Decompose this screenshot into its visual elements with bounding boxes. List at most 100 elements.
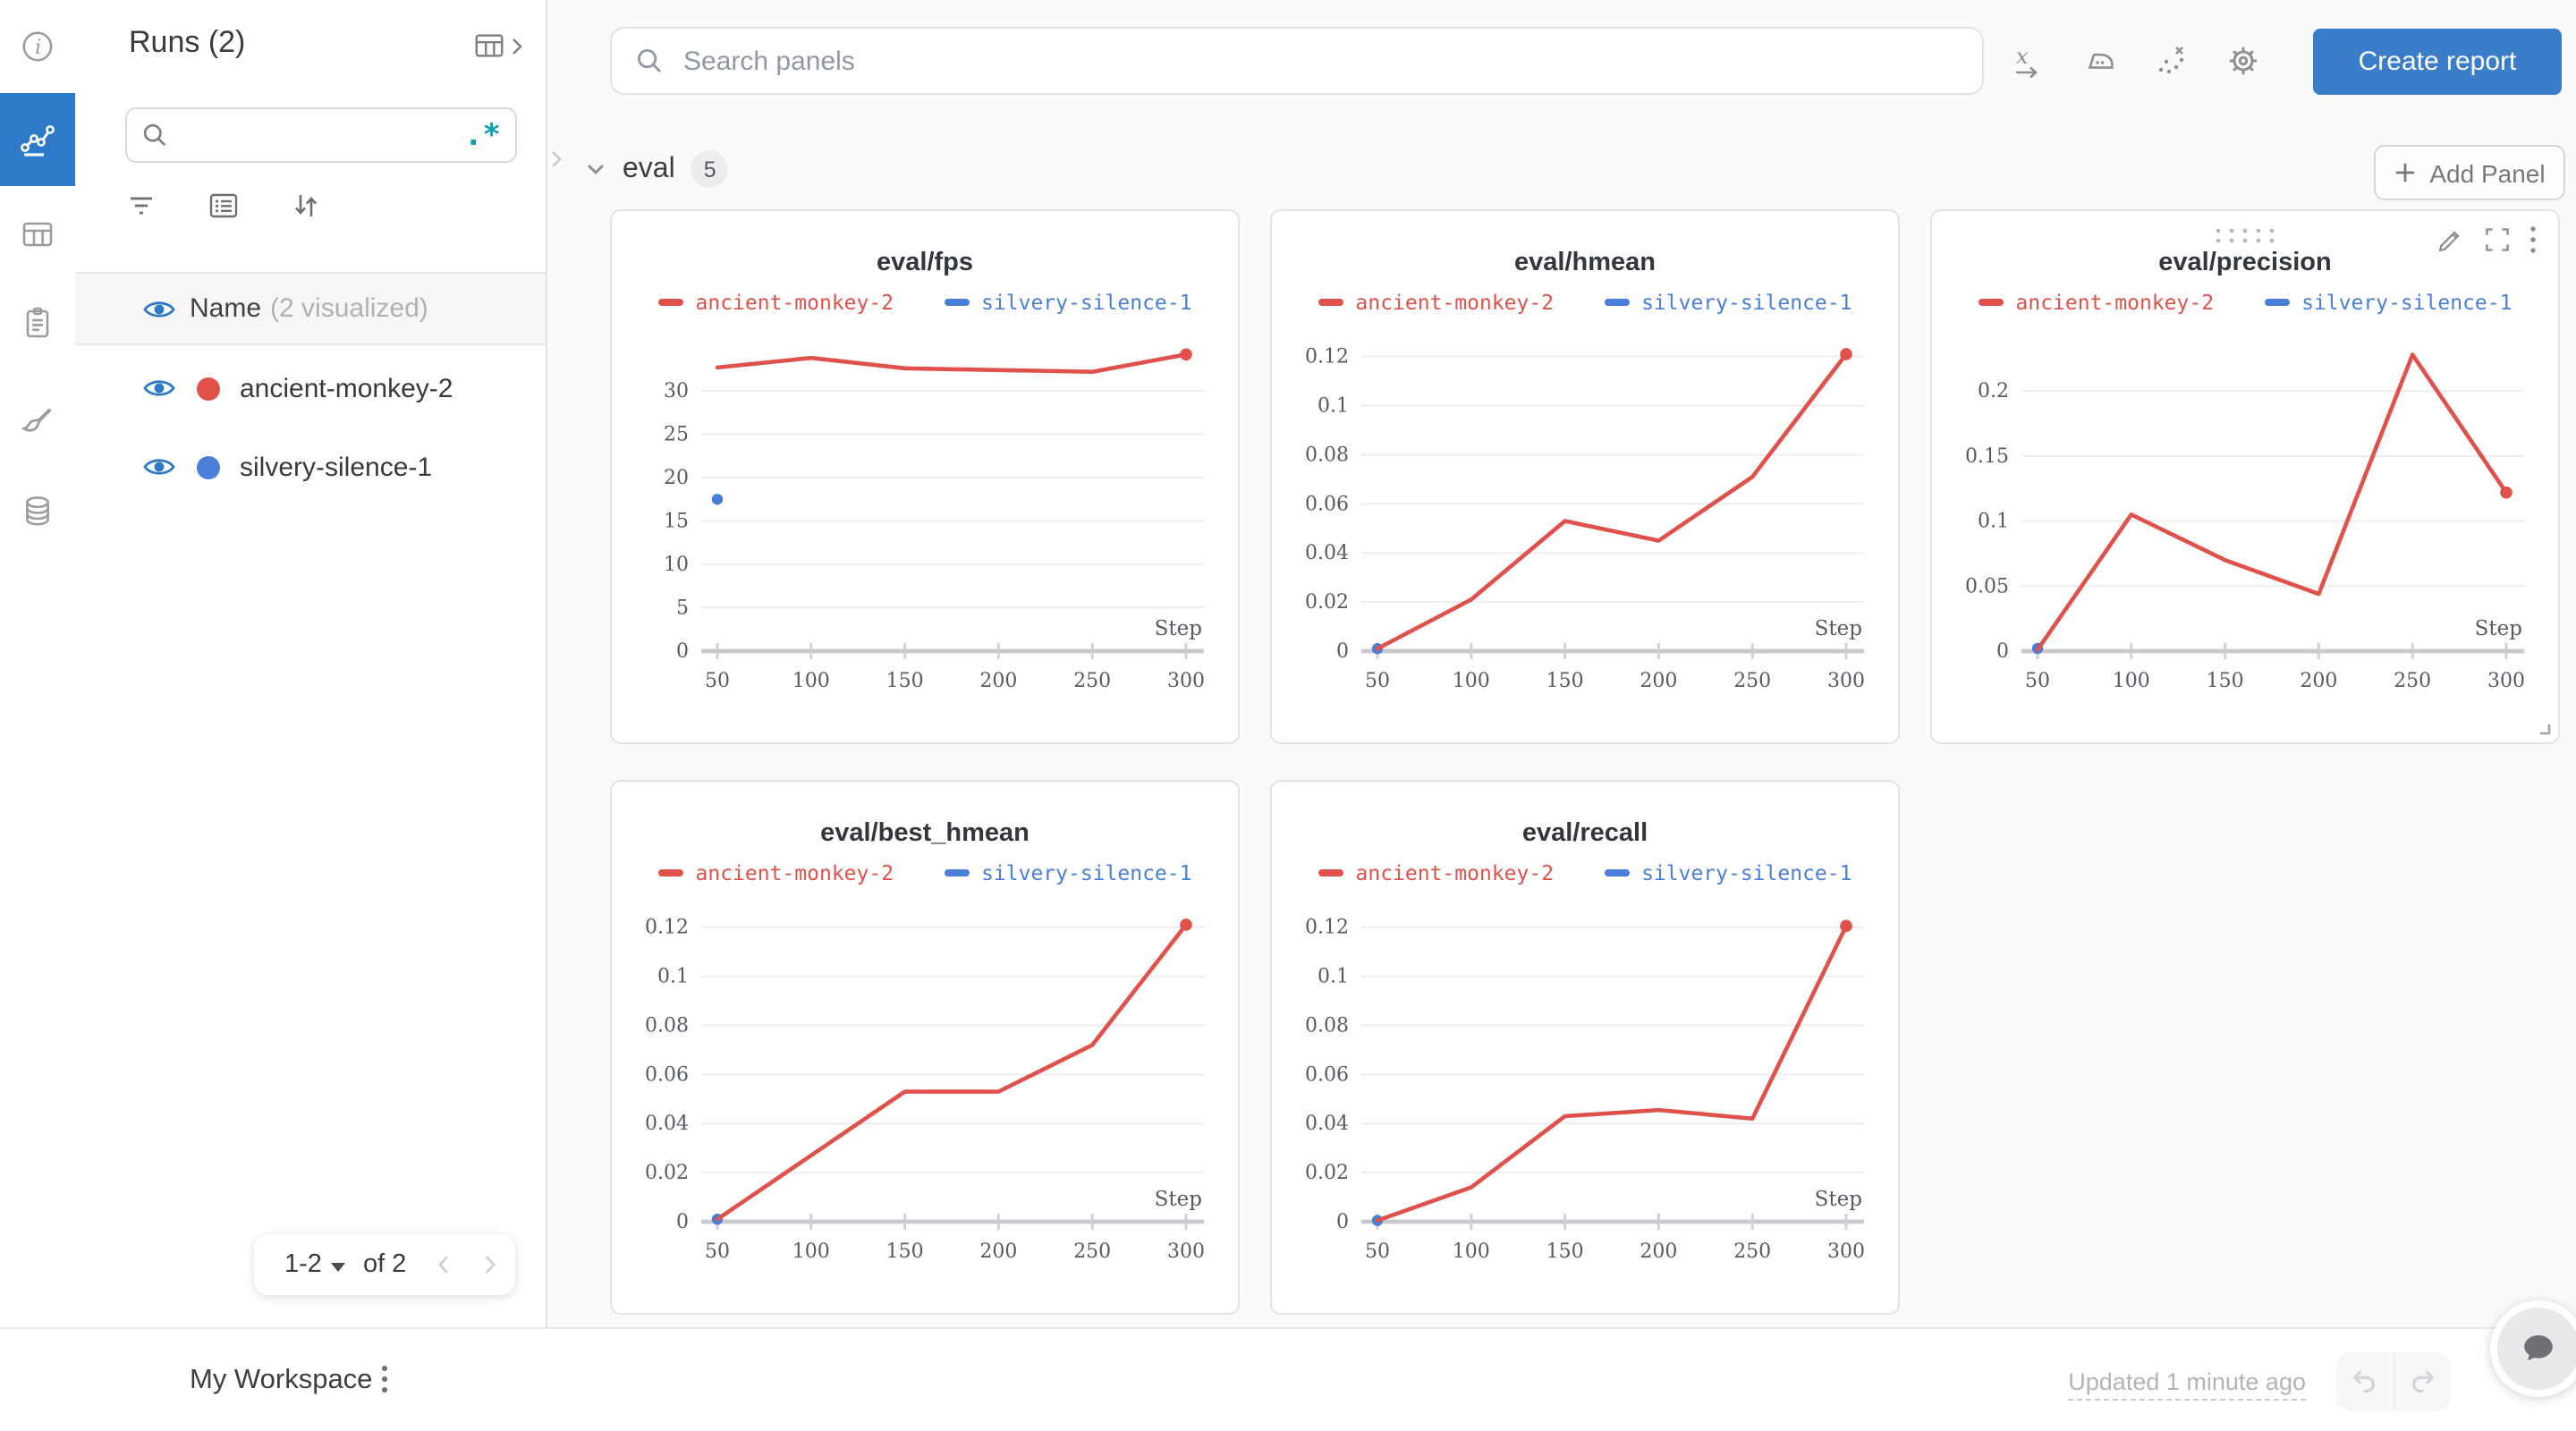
svg-text:5: 5 xyxy=(676,597,689,620)
run-color-dot xyxy=(197,455,220,478)
svg-text:15: 15 xyxy=(664,511,689,533)
chart-legend: ancient-monkey-2 silvery-silence-1 xyxy=(1272,290,1898,315)
workspace-title: My Workspace xyxy=(190,1365,373,1395)
chart-legend: ancient-monkey-2 silvery-silence-1 xyxy=(1272,860,1898,885)
legend-label: ancient-monkey-2 xyxy=(695,860,894,885)
svg-text:0.12: 0.12 xyxy=(645,917,689,939)
svg-text:0.08: 0.08 xyxy=(1305,1014,1349,1037)
svg-text:50: 50 xyxy=(2025,670,2050,692)
panel-search-input[interactable] xyxy=(680,44,1959,78)
svg-text:200: 200 xyxy=(979,1240,1017,1263)
redo-icon xyxy=(2411,1371,2434,1393)
legend-dash xyxy=(944,869,970,876)
next-page-icon[interactable] xyxy=(481,1252,499,1277)
legend-dash xyxy=(1604,869,1630,876)
run-row-silvery-silence-1[interactable]: silvery-silence-1 xyxy=(75,428,546,506)
add-panel-label: Add Panel xyxy=(2429,158,2546,187)
svg-text:150: 150 xyxy=(1546,1240,1584,1263)
svg-text:100: 100 xyxy=(1453,670,1490,692)
create-report-button[interactable]: Create report xyxy=(2313,29,2562,95)
database-icon[interactable] xyxy=(20,494,55,529)
run-name[interactable]: ancient-monkey-2 xyxy=(240,373,453,403)
workspace-menu-kebab-icon[interactable] xyxy=(379,1363,390,1395)
svg-text:0.04: 0.04 xyxy=(645,1113,689,1135)
settings-gear-icon[interactable] xyxy=(2225,43,2261,79)
regex-toggle-icon[interactable]: .* xyxy=(464,117,501,153)
run-row-ancient-monkey-2[interactable]: ancient-monkey-2 xyxy=(75,349,546,428)
line-chart[interactable]: 0 0.02 0.04 0.06 0.08 0.1 0.12 50 100 150 200 250 30… xyxy=(1290,318,1880,730)
runs-name-header-row[interactable]: Name (2 visualized) xyxy=(75,272,546,345)
svg-text:300: 300 xyxy=(1167,670,1205,692)
support-chat-button[interactable] xyxy=(2490,1300,2576,1397)
legend-entry: ancient-monkey-2 xyxy=(657,860,894,885)
smoothing-icon[interactable] xyxy=(2082,43,2118,79)
sort-icon[interactable] xyxy=(290,190,322,222)
nav-item-workspace-active[interactable] xyxy=(0,93,75,186)
clipboard-icon[interactable] xyxy=(20,306,55,342)
legend-label: ancient-monkey-2 xyxy=(1355,860,1555,885)
svg-text:0: 0 xyxy=(676,1211,689,1233)
legend-entry: ancient-monkey-2 xyxy=(1318,290,1554,315)
resize-handle-icon[interactable] xyxy=(2533,717,2551,735)
info-icon[interactable]: i xyxy=(20,29,55,64)
line-chart[interactable]: 0 0.05 0.1 0.15 0.2 50 100 150 200 250 300 Step xyxy=(1950,318,2540,730)
chart-legend: ancient-monkey-2 silvery-silence-1 xyxy=(612,860,1238,885)
drag-handle-icon[interactable] xyxy=(2211,225,2279,245)
undo-button[interactable] xyxy=(2336,1367,2393,1397)
legend-entry: ancient-monkey-2 xyxy=(1978,290,2214,315)
chevron-right-icon xyxy=(513,38,522,54)
svg-text:0.04: 0.04 xyxy=(1305,1113,1349,1135)
fullscreen-icon[interactable] xyxy=(2483,225,2512,254)
line-chart[interactable]: 0 5 10 15 20 25 30 50 100 150 200 250 300 Step xyxy=(630,318,1220,730)
svg-text:25: 25 xyxy=(664,424,689,446)
last-updated-text[interactable]: Updated 1 minute ago xyxy=(2068,1368,2306,1401)
chart-title: eval/best_hmean xyxy=(820,819,1030,848)
eye-icon[interactable] xyxy=(143,298,175,319)
eye-icon[interactable] xyxy=(143,456,175,478)
pagination-total: of 2 xyxy=(362,1250,407,1279)
chart-panel-eval/recall[interactable]: eval/recall ancient-monkey-2 silvery-silen… xyxy=(1270,780,1900,1315)
x-axis-icon[interactable]: x xyxy=(2011,43,2046,79)
nav-rail: i xyxy=(0,0,77,1327)
section-header-eval[interactable]: eval 5 xyxy=(585,150,729,188)
svg-text:0.02: 0.02 xyxy=(1305,1162,1349,1184)
brush-icon[interactable] xyxy=(20,404,55,440)
pagination-range[interactable]: 1-2 xyxy=(284,1250,322,1279)
edit-pencil-icon[interactable] xyxy=(2436,225,2465,254)
panel-kebab-icon[interactable] xyxy=(2529,225,2537,254)
svg-text:100: 100 xyxy=(1453,1240,1490,1263)
svg-text:150: 150 xyxy=(1546,670,1584,692)
filter-icon[interactable] xyxy=(125,190,157,222)
chart-panel-eval/best_hmean[interactable]: eval/best_hmean ancient-monkey-2 silvery-s… xyxy=(610,780,1240,1315)
line-chart[interactable]: 0 0.02 0.04 0.06 0.08 0.1 0.12 50 100 150 200 250 30… xyxy=(1290,889,1880,1300)
table-icon[interactable] xyxy=(20,216,55,252)
pagination-dropdown-caret[interactable] xyxy=(330,1262,345,1271)
outliers-icon[interactable] xyxy=(2154,43,2190,79)
manage-columns-icon[interactable] xyxy=(208,190,240,222)
chart-panel-eval/hmean[interactable]: eval/hmean ancient-monkey-2 silvery-silenc… xyxy=(1270,209,1900,744)
runs-table-expand-button[interactable] xyxy=(472,29,524,63)
add-panel-button[interactable]: Add Panel xyxy=(2374,145,2565,200)
redo-button[interactable] xyxy=(2394,1367,2451,1397)
prev-page-icon[interactable] xyxy=(435,1252,453,1277)
svg-text:100: 100 xyxy=(2113,670,2150,692)
legend-dash xyxy=(944,299,970,306)
chart-panel-eval/fps[interactable]: eval/fps ancient-monkey-2 silvery-silence-… xyxy=(610,209,1240,744)
bottom-bar: My Workspace Updated 1 minute ago xyxy=(0,1300,2576,1431)
legend-entry: silvery-silence-1 xyxy=(944,860,1191,885)
runs-search-input[interactable] xyxy=(168,120,465,150)
svg-text:100: 100 xyxy=(792,1240,830,1263)
svg-text:200: 200 xyxy=(1640,670,1677,692)
run-name[interactable]: silvery-silence-1 xyxy=(240,452,433,482)
legend-label: silvery-silence-1 xyxy=(981,290,1192,315)
chevron-down-icon[interactable] xyxy=(585,162,606,176)
chart-panel-eval/precision[interactable]: eval/precision ancient-monkey-2 silvery-si… xyxy=(1930,209,2560,744)
svg-text:150: 150 xyxy=(886,670,924,692)
svg-text:50: 50 xyxy=(705,1240,730,1263)
eye-icon[interactable] xyxy=(143,377,175,399)
svg-text:250: 250 xyxy=(1073,670,1111,692)
runs-panel-collapse-chevron[interactable] xyxy=(547,147,565,172)
visualized-count: (2 visualized) xyxy=(270,293,428,324)
legend-dash xyxy=(1604,299,1630,306)
line-chart[interactable]: 0 0.02 0.04 0.06 0.08 0.1 0.12 50 100 150 200 250 30… xyxy=(630,889,1220,1300)
